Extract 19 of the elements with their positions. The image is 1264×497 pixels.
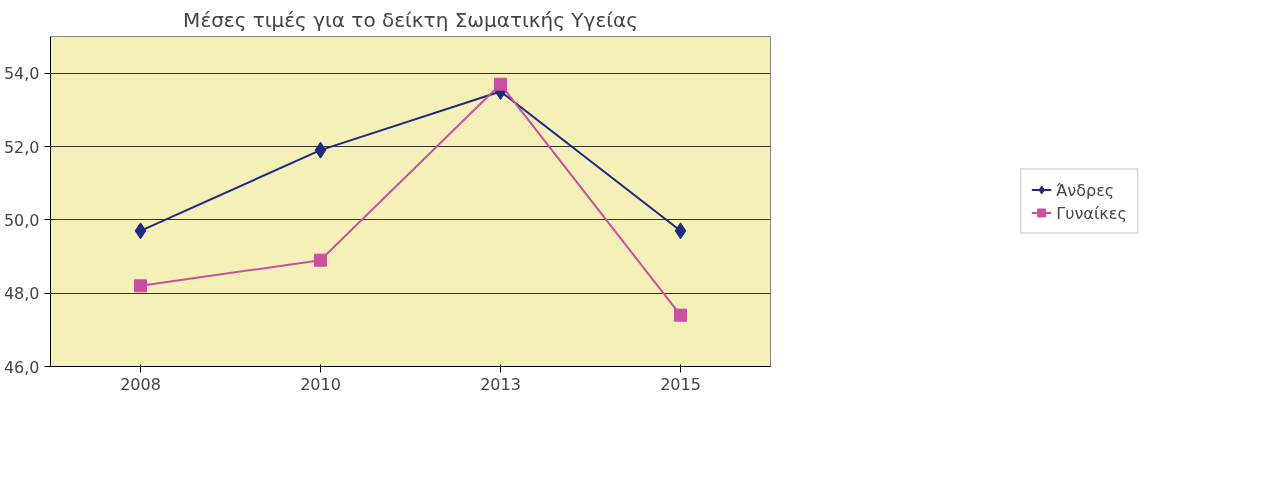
chart-title: Μέσες τιμές για το δείκτη Σωματικής Υγείας	[183, 7, 638, 32]
y-tick-label: 48,0	[3, 284, 40, 304]
x-tick-label: 2015	[660, 374, 701, 394]
x-tick-label: 2013	[480, 374, 521, 394]
legend-label: Άνδρες	[1056, 180, 1115, 199]
point	[494, 77, 507, 91]
y-tick-label: 54,0	[3, 64, 40, 84]
x-tick-label: 2010	[300, 374, 341, 394]
point	[314, 141, 327, 159]
y-tick-label: 52,0	[3, 137, 40, 157]
point	[134, 222, 147, 240]
legend-label: Γυναίκες	[1056, 203, 1127, 222]
y-tick-label: 46,0	[3, 357, 40, 377]
point	[674, 222, 687, 240]
point	[674, 308, 687, 322]
y-tick-label: 50,0	[3, 210, 40, 230]
point	[314, 253, 327, 267]
point	[134, 279, 147, 293]
x-tick-label: 2008	[120, 374, 161, 394]
